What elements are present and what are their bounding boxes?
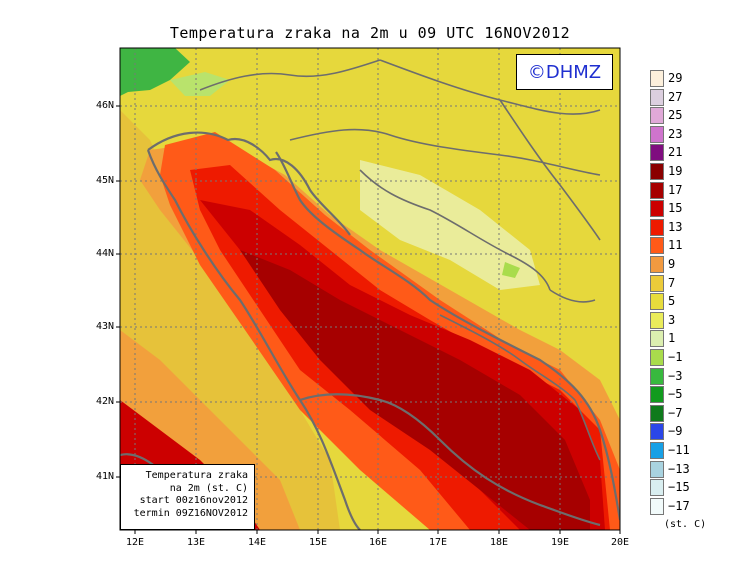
map-title: Temperatura zraka na 2m u 09 UTC 16NOV20… xyxy=(169,24,571,42)
legend-label: −13 xyxy=(668,461,690,476)
legend-label: 27 xyxy=(668,89,683,104)
legend-label: −5 xyxy=(668,387,683,402)
highland-green-spot xyxy=(502,262,520,278)
info-line-4: termin 09Z16NOV2012 xyxy=(133,507,248,519)
legend-label: 15 xyxy=(668,201,683,216)
legend-label: −15 xyxy=(668,480,690,495)
legend-label: 25 xyxy=(668,108,683,123)
legend-swatch xyxy=(650,367,664,385)
legend-swatch xyxy=(650,163,664,180)
alps-light-green xyxy=(170,72,230,96)
dhmz-logo: ©DHMZ xyxy=(516,54,613,90)
coastlines xyxy=(120,131,620,530)
legend-label: −9 xyxy=(668,424,683,439)
adriatic-sea-17 xyxy=(240,250,590,530)
legend-swatch xyxy=(650,479,664,497)
lon-label-13e: 13E xyxy=(186,537,206,548)
legend-label: 5 xyxy=(668,294,676,309)
legend-label: 3 xyxy=(668,312,676,327)
lon-label-16e: 16E xyxy=(368,537,388,548)
legend-label: 9 xyxy=(668,257,676,271)
cold-alps-region xyxy=(120,48,190,96)
lon-label-15e: 15E xyxy=(308,537,328,548)
lon-label-19e: 19E xyxy=(550,537,570,548)
legend-label: 13 xyxy=(668,219,683,234)
legend-swatch xyxy=(650,125,664,143)
lat-label-43n: 43N xyxy=(95,321,114,332)
legend-label: 19 xyxy=(668,164,683,178)
legend-swatch xyxy=(650,460,664,478)
legend-swatch xyxy=(650,442,664,459)
info-line-3: start 00z16nov2012 xyxy=(139,495,248,506)
legend-label: −7 xyxy=(668,405,683,420)
legend-swatch xyxy=(650,386,664,404)
legend-label: −1 xyxy=(668,350,683,364)
lat-label-44n: 44N xyxy=(95,248,114,259)
legend-label: 21 xyxy=(668,145,683,160)
grid-lines xyxy=(120,48,620,530)
legend-swatch xyxy=(650,88,664,106)
legend-label: −11 xyxy=(668,443,690,457)
legend-swatch xyxy=(650,144,664,162)
plot-frame xyxy=(119,47,621,531)
lon-label-18e: 18E xyxy=(489,537,509,548)
legend-label: −17 xyxy=(668,498,690,513)
highland-cool-zone xyxy=(360,160,540,290)
legend-label: 17 xyxy=(668,182,683,197)
legend-swatch xyxy=(650,349,664,366)
legend-swatch xyxy=(650,274,664,292)
lon-label-17e: 17E xyxy=(428,537,448,548)
legend-label: 1 xyxy=(668,331,676,346)
legend-swatch xyxy=(650,497,664,515)
legend-swatch xyxy=(650,330,664,348)
legend-swatch xyxy=(650,70,664,87)
legend-label: 23 xyxy=(668,126,683,141)
lat-label-45n: 45N xyxy=(95,175,114,186)
axis-ticks xyxy=(116,105,621,534)
legend-label: 29 xyxy=(668,71,683,85)
lat-label-41n: 41N xyxy=(95,471,114,482)
legend-swatch xyxy=(650,404,664,422)
legend-label: 7 xyxy=(668,275,676,290)
legend-label: 11 xyxy=(668,238,683,253)
legend-swatch xyxy=(650,181,664,199)
lon-label-14e: 14E xyxy=(247,537,267,548)
info-line-1: Temperatura zraka xyxy=(145,470,248,481)
lon-label-20e: 20E xyxy=(610,537,630,548)
lat-label-42n: 42N xyxy=(95,396,114,407)
legend-swatch xyxy=(650,256,664,273)
legend-swatch xyxy=(650,237,664,255)
info-box: Temperatura zraka na 2m (st. C) start 00… xyxy=(120,464,255,530)
lon-label-12e: 12E xyxy=(125,537,145,548)
legend-label: −3 xyxy=(668,368,683,383)
country-borders xyxy=(199,59,601,461)
legend-swatch xyxy=(650,107,664,125)
legend-swatch xyxy=(650,293,664,311)
info-line-2: na 2m (st. C) xyxy=(169,482,248,494)
legend-swatch xyxy=(650,311,664,329)
legend-swatch xyxy=(650,218,664,236)
legend-swatch xyxy=(650,200,664,218)
legend-swatch xyxy=(650,423,664,441)
lat-label-46n: 46N xyxy=(95,100,114,111)
legend-units: (st. C) xyxy=(664,519,707,530)
